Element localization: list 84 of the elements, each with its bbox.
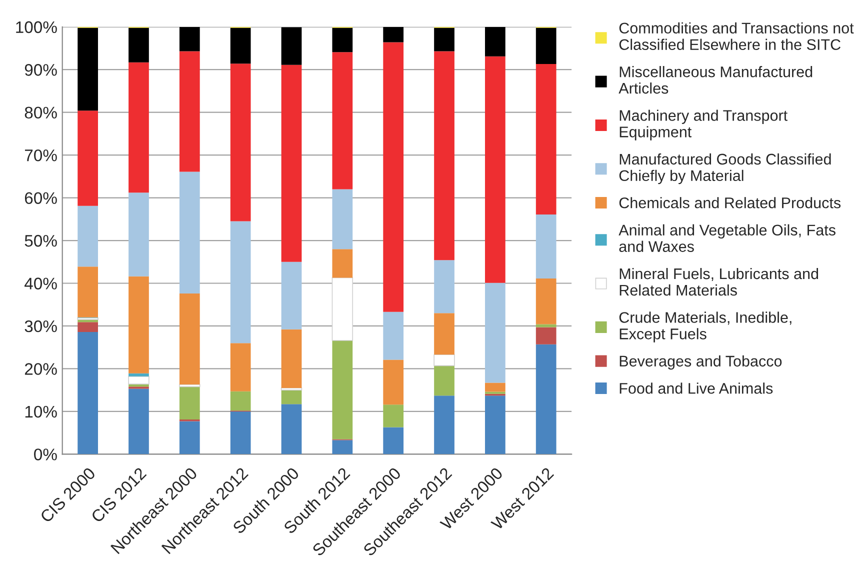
y-tick-label: 80%: [24, 106, 57, 119]
y-tick-label: 30%: [24, 320, 57, 332]
legend-label: Crude Materials, Inedible, Except Fuels: [619, 312, 792, 342]
bar: [78, 332, 98, 454]
bar: [179, 294, 200, 385]
y-tick-label: 40%: [24, 278, 57, 290]
legend-label: Mineral Fuels, Lubricants and Related Materials: [620, 268, 818, 296]
y-tick-label: 100%: [16, 21, 57, 34]
bar: [128, 192, 149, 276]
legend-label: Beverages and Tobacco: [620, 355, 782, 370]
legend-label: Chemicals and Related Products: [619, 197, 841, 208]
bar: [128, 388, 149, 454]
bar: [230, 221, 251, 344]
bar: [383, 26, 404, 42]
legend-label: Manufactured Goods Classified Chiefly by Material: [619, 153, 831, 184]
y-tick-label: 20%: [24, 363, 57, 375]
bar: [484, 26, 506, 56]
bar: [230, 64, 251, 222]
bar: [332, 277, 354, 341]
legend-label: Commodities and Transactions not Classified Elsewhere in the SITC: [619, 22, 854, 50]
bar: [128, 376, 150, 385]
legend-label: Animal and Vegetable Oils, Fats and Waxes: [618, 224, 836, 252]
bar: [281, 329, 302, 388]
bar: [536, 324, 556, 328]
bar: [434, 354, 455, 366]
bar: [484, 382, 506, 392]
bar: [383, 427, 404, 454]
bar: [179, 26, 200, 52]
bar: [383, 312, 404, 360]
bar: [78, 322, 98, 332]
legend-label: Food and Live Animals: [620, 382, 773, 394]
bar: [281, 262, 302, 330]
bar: [536, 214, 556, 279]
bar: [536, 28, 556, 64]
bar: [536, 344, 556, 454]
bar: [332, 28, 353, 52]
bar: [179, 51, 200, 172]
bar: [434, 51, 454, 260]
bar: [332, 189, 353, 250]
bar: [434, 28, 454, 52]
bar: [536, 327, 556, 344]
bar: [230, 391, 251, 411]
bar: [78, 206, 98, 267]
bar: [434, 313, 454, 355]
bar: [230, 343, 251, 392]
bar: [383, 404, 404, 428]
bar: [230, 411, 251, 454]
bar: [434, 260, 454, 314]
y-tick-label: 0%: [34, 448, 57, 460]
bar: [78, 28, 98, 111]
bar: [128, 28, 149, 62]
y-tick-label: 50%: [24, 234, 57, 247]
bar: [179, 421, 200, 454]
bar: [128, 373, 149, 376]
bar: [281, 404, 302, 454]
bar: [383, 360, 404, 405]
bar: [281, 390, 302, 404]
bar: [434, 396, 454, 454]
bar: [484, 282, 506, 383]
bar: [332, 340, 353, 440]
legend-label: Machinery and Transport Equipment: [620, 110, 788, 140]
y-tick-label: 60%: [24, 192, 57, 204]
bar: [536, 64, 556, 214]
bar: [332, 440, 353, 454]
bar: [484, 396, 506, 454]
y-tick-label: 70%: [24, 149, 57, 162]
bar: [281, 64, 302, 262]
bar: [332, 249, 353, 278]
bar: [434, 366, 454, 396]
bar: [230, 28, 251, 64]
legend-label: Miscellaneous Manufactured Articles: [618, 66, 812, 94]
bar: [179, 386, 200, 420]
bar: [179, 172, 200, 294]
bar: [78, 266, 98, 318]
bar: [484, 56, 506, 283]
bar: [332, 52, 353, 190]
bar: [78, 110, 98, 206]
bar: [281, 27, 302, 65]
bar: [536, 278, 556, 324]
y-tick-label: 90%: [24, 64, 57, 76]
y-tick-label: 10%: [25, 406, 57, 418]
bar: [383, 42, 404, 312]
bar: [128, 62, 149, 193]
bar: [128, 276, 149, 374]
